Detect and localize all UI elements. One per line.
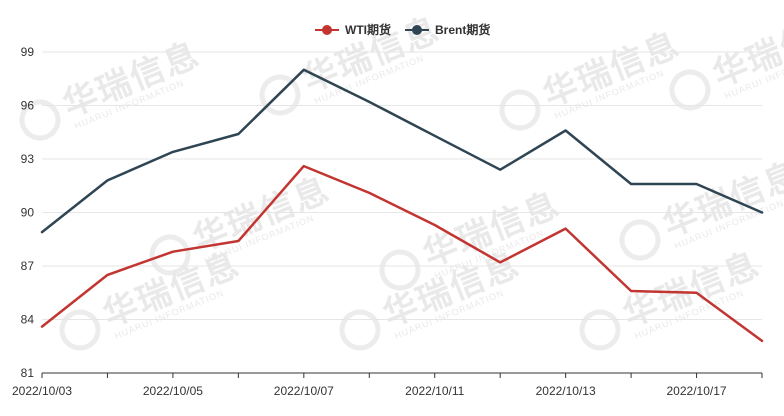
x-axis: 2022/10/03 2022/10/05 2022/10/07 2022/10/11… bbox=[12, 372, 763, 398]
legend-marker bbox=[322, 25, 332, 35]
watermark-text: 华瑞信息 bbox=[537, 24, 685, 114]
watermark-logo bbox=[579, 309, 621, 351]
legend-marker bbox=[412, 25, 422, 35]
y-tick-label: 93 bbox=[21, 152, 35, 166]
grid-lines bbox=[42, 51, 762, 320]
watermark-logo bbox=[669, 69, 711, 111]
y-tick-label: 99 bbox=[21, 45, 35, 59]
watermark-logo bbox=[619, 219, 661, 261]
watermark-logo bbox=[59, 309, 101, 351]
legend[interactable]: WTI期货 Brent期货 bbox=[315, 22, 490, 37]
series-line-0 bbox=[40, 164, 764, 343]
legend-item-1[interactable]: Brent期货 bbox=[405, 22, 490, 37]
y-tick-label: 90 bbox=[21, 206, 35, 220]
watermark-logo bbox=[19, 99, 61, 141]
series-lines bbox=[40, 68, 764, 343]
watermark-logo bbox=[259, 74, 301, 116]
watermark-text: 华瑞信息 bbox=[57, 34, 205, 124]
series-line-1 bbox=[40, 68, 764, 234]
y-axis-ticks: 81 84 87 90 93 96 99 bbox=[21, 45, 35, 380]
y-tick-label: 81 bbox=[21, 366, 35, 380]
x-tick-label: 2022/10/05 bbox=[143, 384, 203, 398]
legend-label: Brent期货 bbox=[435, 22, 490, 37]
x-tick-label: 2022/10/17 bbox=[667, 384, 727, 398]
watermark-text: 华瑞信息 bbox=[97, 244, 245, 334]
watermark-logo bbox=[339, 309, 381, 351]
y-tick-label: 84 bbox=[21, 313, 35, 327]
x-tick-label: 2022/10/13 bbox=[536, 384, 596, 398]
x-tick-label: 2022/10/07 bbox=[274, 384, 334, 398]
legend-label: WTI期货 bbox=[345, 22, 391, 37]
legend-item-0[interactable]: WTI期货 bbox=[315, 22, 391, 37]
y-tick-label: 87 bbox=[21, 259, 35, 273]
x-tick-label: 2022/10/03 bbox=[12, 384, 72, 398]
watermark-logo bbox=[379, 249, 421, 291]
y-tick-label: 96 bbox=[21, 99, 35, 113]
watermark-logo bbox=[499, 89, 541, 131]
x-tick-label: 2022/10/11 bbox=[405, 384, 464, 398]
